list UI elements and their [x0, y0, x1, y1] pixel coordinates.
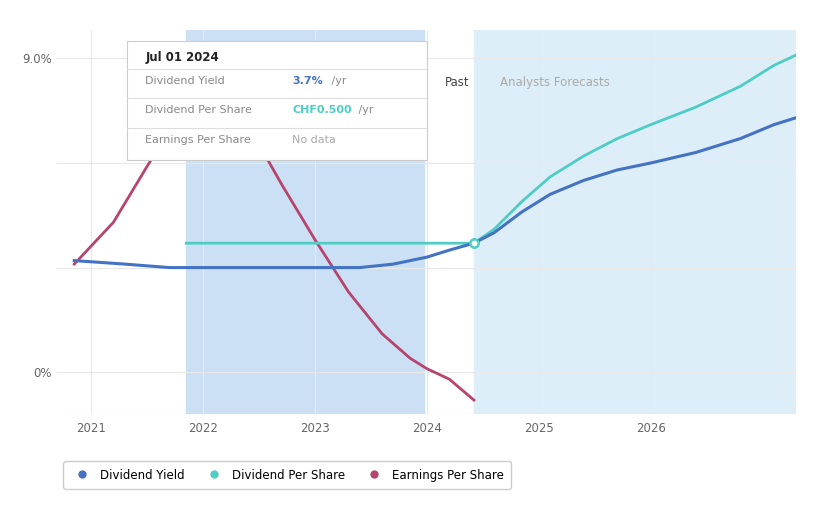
Text: 3.7%: 3.7%	[292, 77, 323, 86]
FancyBboxPatch shape	[127, 41, 427, 160]
Text: Dividend Per Share: Dividend Per Share	[145, 105, 252, 115]
Text: No data: No data	[292, 135, 336, 145]
Bar	[474, 30, 796, 414]
Text: Dividend Yield: Dividend Yield	[145, 77, 225, 86]
Text: CHF0.500: CHF0.500	[292, 105, 351, 115]
Text: Past: Past	[445, 76, 470, 89]
Text: Jul 01 2024: Jul 01 2024	[145, 51, 219, 65]
Text: /yr: /yr	[328, 77, 346, 86]
Legend: Dividend Yield, Dividend Per Share, Earnings Per Share: Dividend Yield, Dividend Per Share, Earn…	[63, 461, 511, 489]
Text: Analysts Forecasts: Analysts Forecasts	[500, 76, 609, 89]
Bar	[186, 30, 424, 414]
Text: Earnings Per Share: Earnings Per Share	[145, 135, 251, 145]
Text: /yr: /yr	[355, 105, 374, 115]
